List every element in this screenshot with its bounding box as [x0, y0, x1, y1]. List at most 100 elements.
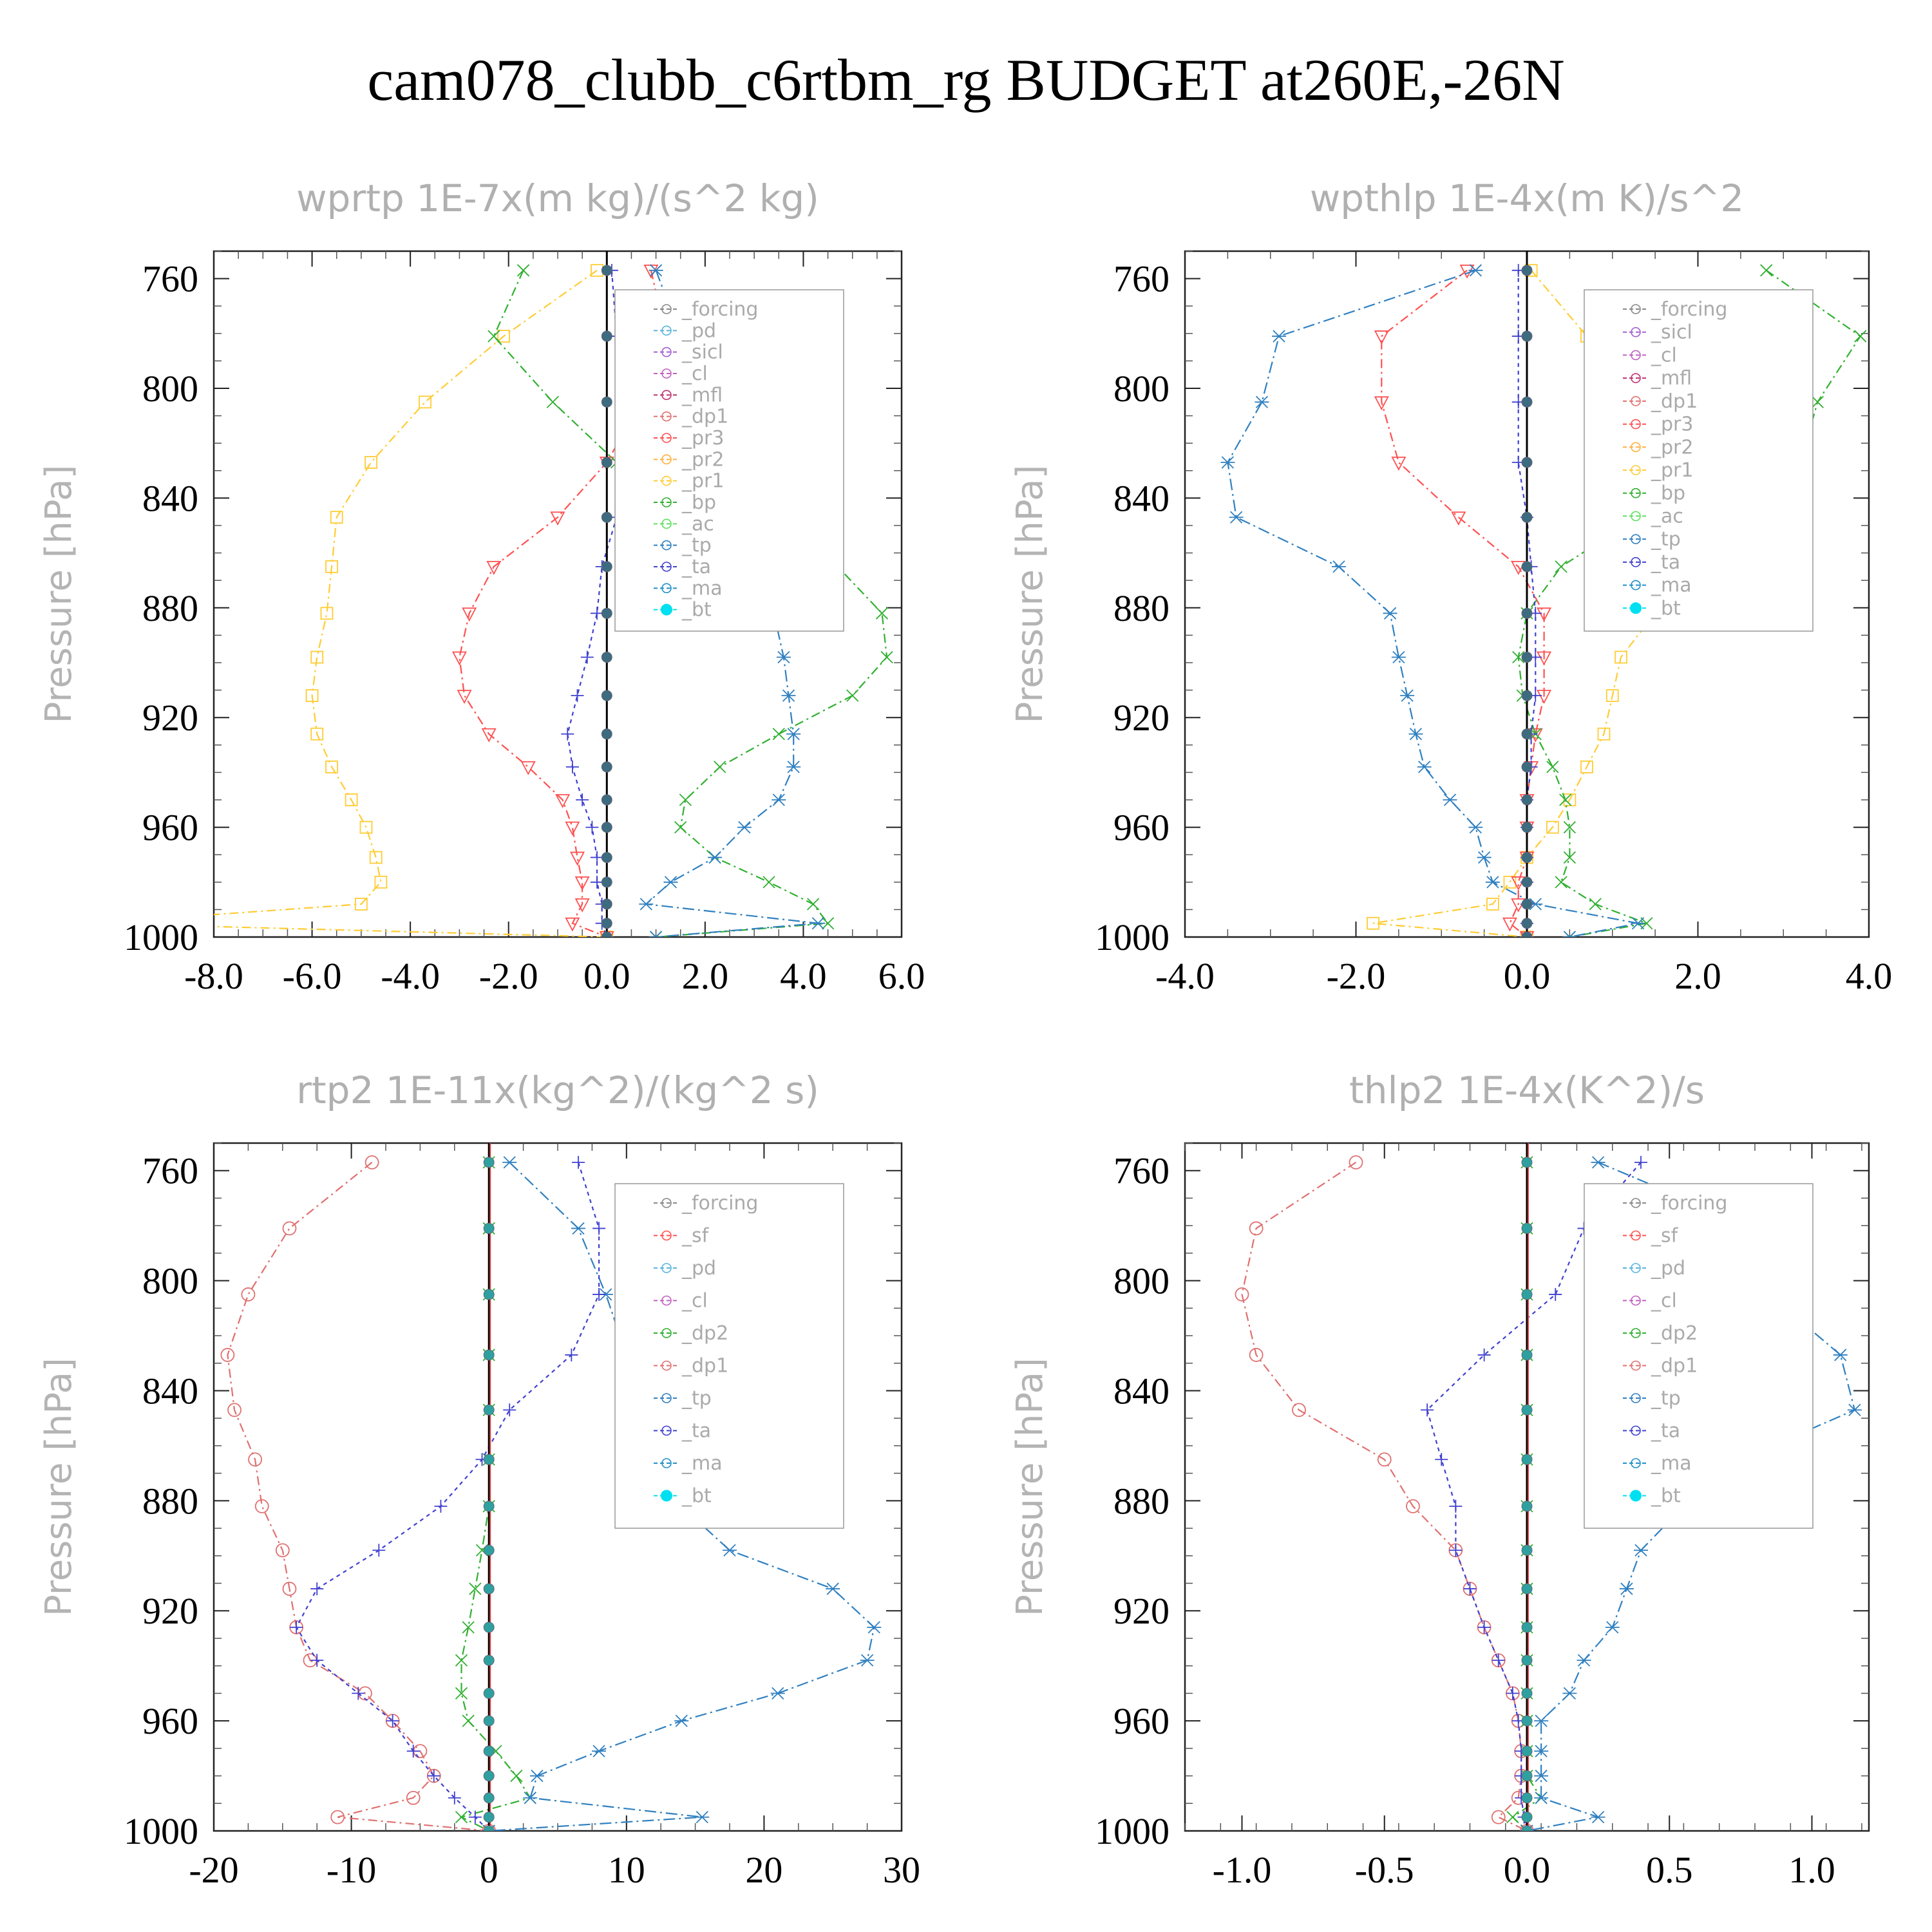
bt-point	[601, 457, 612, 468]
data-point	[772, 793, 786, 806]
x-tick-label: 30	[883, 1849, 920, 1891]
bt-point	[601, 761, 612, 773]
y-tick-label: 880	[1113, 587, 1170, 629]
y-tick-label: 880	[142, 1480, 198, 1522]
legend-entry: _cl	[681, 363, 708, 385]
legend-entry: _ma	[1651, 574, 1692, 597]
legend-entry: _ma	[681, 577, 723, 600]
bt-point	[483, 1812, 495, 1823]
legend-marker	[661, 583, 672, 594]
legend-marker	[661, 1458, 672, 1468]
data-point	[723, 1544, 737, 1557]
bt-point	[601, 918, 612, 929]
legend-entry: _pr3	[1651, 413, 1693, 436]
bt-point	[1521, 931, 1533, 937]
data-point	[462, 1714, 475, 1727]
data-point	[1451, 511, 1466, 526]
bt-point	[1521, 690, 1533, 701]
data-point	[1563, 793, 1577, 806]
data-point	[227, 1403, 242, 1417]
y-tick-label: 800	[142, 368, 198, 410]
data-point	[1449, 1499, 1463, 1513]
data-point	[1235, 1287, 1249, 1302]
data-point	[1492, 1654, 1505, 1667]
data-point	[254, 1499, 269, 1513]
data-point	[1512, 650, 1525, 664]
legend-marker	[1631, 465, 1641, 475]
legend-marker	[1631, 1328, 1641, 1338]
data-point	[455, 1654, 468, 1667]
legend-marker	[661, 603, 672, 616]
data-point	[1534, 1714, 1549, 1727]
y-tick-label: 960	[142, 1700, 198, 1742]
bt-point	[1521, 1825, 1533, 1831]
data-point	[565, 1348, 578, 1361]
legend-entry: _ta	[681, 556, 711, 578]
data-point	[1549, 1287, 1562, 1301]
data-point	[1229, 511, 1244, 524]
series-line-ta	[567, 270, 627, 937]
y-tick-label: 920	[142, 1590, 198, 1632]
legend-marker	[661, 1230, 672, 1241]
panel-2: wpthlp 1E-4x(m K)/s^2 Pressure [hPa] 760 80…	[1009, 176, 1892, 997]
legend-entry: _cl	[1651, 344, 1677, 366]
legend-marker	[1631, 373, 1641, 383]
legend-marker	[661, 325, 672, 336]
y-tick-label: 1000	[1095, 916, 1170, 958]
data-point	[649, 931, 663, 937]
y-tick-label: 960	[1113, 1700, 1170, 1742]
legend-entry: _pd	[681, 1257, 716, 1280]
y-tick-label: 1000	[124, 1810, 198, 1852]
data-point	[241, 1287, 256, 1302]
y-tick-label: 760	[1113, 1150, 1170, 1192]
y-axis-label: Pressure [hPa]	[38, 1358, 80, 1616]
legend-marker	[661, 1295, 672, 1306]
data-point	[448, 1791, 461, 1804]
bt-point	[483, 1745, 495, 1757]
data-point	[880, 650, 893, 664]
bt-point	[483, 1622, 495, 1633]
x-tick-label: 10	[608, 1849, 645, 1891]
data-point	[455, 1687, 468, 1700]
bt-point	[483, 1792, 495, 1804]
legend-entry: _tp	[681, 1387, 712, 1410]
data-point	[679, 793, 692, 806]
y-tick-label: 880	[142, 587, 198, 629]
series-line-pr3	[459, 270, 667, 937]
data-point	[1249, 1221, 1264, 1236]
panel-title: thlp2 1E-4x(K^2)/s	[1349, 1068, 1705, 1112]
y-tick-label: 760	[142, 258, 198, 300]
data-point	[1331, 560, 1346, 573]
data-point	[572, 1155, 585, 1169]
data-point	[503, 1403, 516, 1417]
legend-marker	[1631, 1263, 1641, 1273]
y-tick-label: 800	[1113, 368, 1170, 410]
data-point	[1506, 1687, 1519, 1700]
legend-entry: _bp	[681, 491, 716, 514]
bt-point	[1521, 1544, 1533, 1556]
legend-entry: _forcing	[1651, 298, 1727, 321]
bt-point	[601, 607, 612, 619]
bt-point	[1521, 1687, 1533, 1699]
data-point	[807, 898, 820, 911]
legend-entry: _forcing	[681, 1192, 758, 1215]
bt-point	[1521, 1404, 1533, 1416]
data-point	[826, 1582, 840, 1595]
data-point	[786, 728, 801, 741]
bt-point	[601, 898, 612, 910]
data-point	[1485, 876, 1500, 889]
legend-marker	[1630, 1490, 1642, 1502]
data-point	[1605, 689, 1619, 703]
bt-point	[1521, 1501, 1533, 1512]
legend-entry: _forcing	[681, 298, 758, 321]
legend-marker	[661, 411, 672, 422]
legend-marker	[661, 1425, 672, 1436]
data-point	[867, 1621, 882, 1634]
x-tick-label: 20	[745, 1849, 782, 1891]
legend-marker	[1631, 419, 1641, 430]
data-point	[571, 689, 584, 703]
data-point	[462, 607, 477, 622]
data-point	[1383, 607, 1397, 620]
legend-entry: _bp	[1651, 482, 1685, 505]
data-point	[1463, 1582, 1477, 1596]
